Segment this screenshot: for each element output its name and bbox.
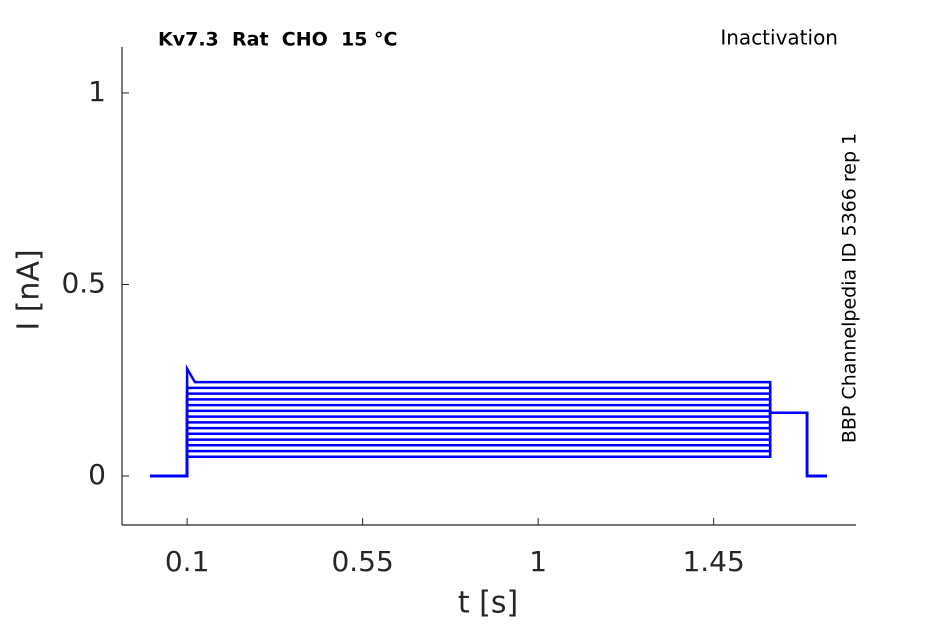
x-tick-label: 1.45 <box>682 545 744 578</box>
chart-title: Kv7.3 Rat CHO 15 °C <box>158 29 398 51</box>
annotation: Inactivation <box>720 26 838 50</box>
y-axis-label: I [nA] <box>12 249 47 330</box>
y-tick-label: 1 <box>88 75 106 108</box>
y-tick-label: 0 <box>88 458 106 491</box>
x-tick-label: 0.1 <box>165 545 210 578</box>
trace <box>150 386 827 478</box>
x-tick-label: 1 <box>529 545 547 578</box>
trace <box>150 364 827 478</box>
x-axis-label: t [s] <box>458 586 518 621</box>
trace <box>150 409 827 478</box>
side-note: BBP Channelpedia ID 5366 rep 1 <box>839 133 861 443</box>
y-tick-label: 0.5 <box>61 266 106 299</box>
x-tick-label: 0.55 <box>331 545 393 578</box>
